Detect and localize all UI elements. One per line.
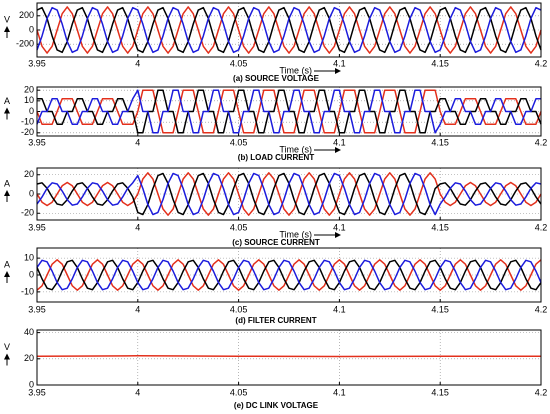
x-tick-label: 4 (135, 137, 140, 147)
x-tick-label: 3.95 (28, 387, 46, 397)
y-tick-label: 0 (29, 24, 34, 34)
panel-caption: (e) DC LINK VOLTAGE (234, 401, 319, 410)
series-line (36, 172, 542, 216)
x-tick-label: 3.95 (28, 58, 46, 68)
series-line (36, 6, 542, 54)
x-tick-label: 3.95 (28, 304, 46, 314)
series-line (36, 89, 541, 134)
x-tick-label: 4.05 (230, 137, 248, 147)
x-tick-label: 4.05 (230, 222, 248, 232)
x-tick-label: 4.05 (230, 58, 248, 68)
x-tick-label: 4.1 (333, 137, 346, 147)
y-tick-label: -200 (16, 39, 34, 49)
x-tick-label: 4.2 (535, 304, 548, 314)
x-tick-label: 4.2 (535, 58, 548, 68)
panel-caption: (c) SOURCE CURRENT (232, 238, 320, 247)
x-tick-label: 4.15 (431, 222, 449, 232)
y-axis-label: A (4, 259, 10, 269)
series-line (36, 89, 542, 134)
y-tick-label: -20 (21, 127, 34, 137)
x-tick-label: 4 (135, 387, 140, 397)
x-tick-label: 4.1 (333, 304, 346, 314)
panel-caption: (b) LOAD CURRENT (238, 153, 315, 162)
x-tick-label: 4.15 (431, 387, 449, 397)
x-tick-label: 4.15 (431, 304, 449, 314)
plot-border (36, 247, 542, 303)
plot-border (36, 329, 542, 386)
x-tick-label: 4 (135, 222, 140, 232)
x-tick-label: 4 (135, 58, 140, 68)
y-tick-label: -20 (21, 208, 34, 218)
y-axis-label: V (4, 342, 10, 352)
x-axis-label: Time (s) (279, 144, 312, 154)
series-line (36, 259, 542, 291)
panel-caption: (a) SOURCE VOLTAGE (233, 74, 320, 83)
y-tick-label: 10 (24, 95, 34, 105)
plot-border (36, 86, 542, 137)
plot-border (36, 2, 542, 58)
y-axis-label: A (4, 178, 10, 188)
y-tick-label: 0 (29, 188, 34, 198)
y-axis-label: A (4, 96, 10, 106)
y-tick-label: 0 (29, 269, 34, 279)
x-tick-label: 4.15 (431, 137, 449, 147)
x-tick-label: 4.2 (535, 137, 548, 147)
x-tick-label: 4.1 (333, 58, 346, 68)
x-tick-label: 4.15 (431, 58, 449, 68)
x-axis-label: Time (s) (279, 65, 312, 75)
y-tick-label: 40 (24, 327, 34, 337)
x-tick-label: 3.95 (28, 222, 46, 232)
y-tick-label: -10 (21, 286, 34, 296)
panel-caption: (d) FILTER CURRENT (235, 316, 316, 325)
y-tick-label: 20 (24, 85, 34, 95)
y-tick-label: 0 (29, 106, 34, 116)
y-tick-label: 20 (24, 353, 34, 363)
y-tick-label: 20 (24, 169, 34, 179)
x-tick-label: 4.2 (535, 222, 548, 232)
y-tick-label: 0 (29, 379, 34, 389)
series-line (36, 259, 542, 291)
x-tick-label: 4.05 (230, 304, 248, 314)
y-tick-label: 10 (24, 253, 34, 263)
x-tick-label: 4.05 (230, 387, 248, 397)
series-line (36, 259, 542, 291)
x-tick-label: 4.1 (333, 222, 346, 232)
x-axis-label: Time (s) (279, 229, 312, 239)
x-tick-label: 4 (135, 304, 140, 314)
plot-frame (36, 329, 542, 386)
series-line (36, 355, 541, 358)
y-axis-label: V (4, 14, 10, 24)
y-tick-label: -10 (21, 117, 34, 127)
x-tick-label: 3.95 (28, 137, 46, 147)
x-tick-label: 4.2 (535, 387, 548, 397)
y-tick-label: 200 (19, 10, 34, 20)
plot-border (36, 167, 542, 221)
x-tick-label: 4.1 (333, 387, 346, 397)
